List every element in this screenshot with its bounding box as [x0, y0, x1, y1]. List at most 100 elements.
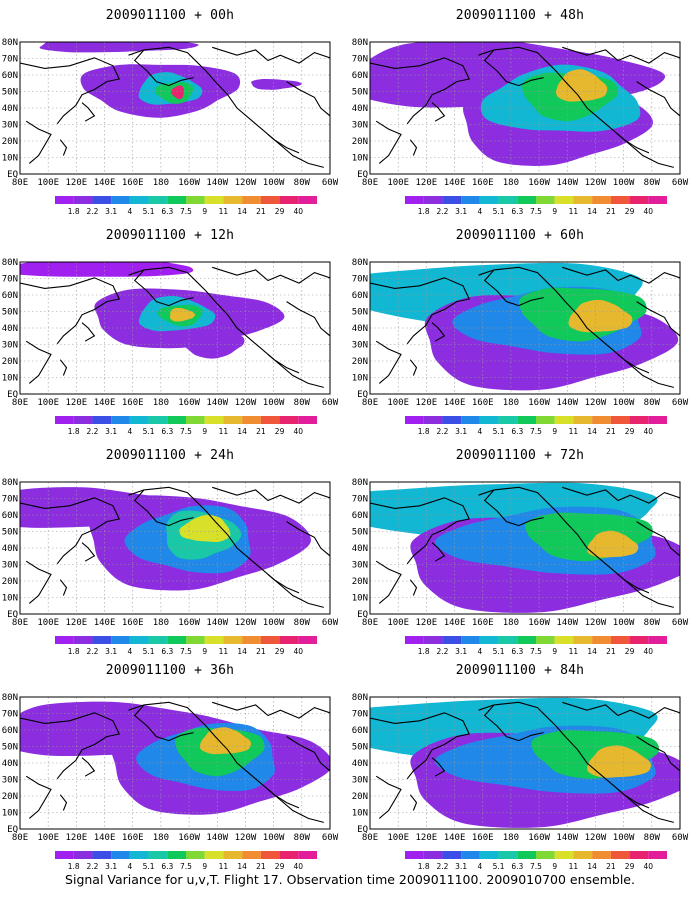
- lon-label: 80E: [362, 618, 378, 628]
- coastline: [286, 736, 330, 772]
- colorbar-label: 11: [219, 207, 229, 216]
- lat-label: EQ: [357, 390, 368, 400]
- coastlines: [20, 266, 330, 388]
- lat-label: EQ: [357, 610, 368, 620]
- colorbar-label: 5.1: [493, 862, 505, 871]
- lon-label: 160W: [528, 178, 550, 188]
- signal-variance-field: [370, 697, 680, 828]
- colorbar-swatch: [610, 636, 630, 644]
- colorbar-label: 4: [127, 427, 132, 436]
- map-frame: [369, 261, 681, 395]
- colorbar-label: 4: [477, 427, 482, 436]
- panel-title: 2009011100 + 48h: [455, 8, 585, 23]
- panel-00h: 2009011100 + 00h 80N 70N 60N 50N 40N 30N 20N 10…: [0, 0, 340, 216]
- lat-label: 10N: [352, 374, 368, 384]
- colorbar: 1.8 2.2 3.1 4 5.1 6.3 7.5 9 11 14 21 29 40: [55, 851, 317, 871]
- colorbar-label: 29: [625, 862, 635, 871]
- coastline: [133, 49, 194, 87]
- colorbar-label: 11: [569, 862, 579, 871]
- coastline: [20, 57, 120, 125]
- colorbar-label: 3.1: [105, 862, 117, 871]
- lon-label: 160E: [122, 618, 144, 628]
- lon-label: 160W: [528, 618, 550, 628]
- lat-label: 50N: [2, 743, 18, 753]
- variance-contour: [171, 85, 184, 100]
- coastline: [20, 712, 120, 780]
- lat-label: 60N: [352, 71, 368, 81]
- colorbar-swatch: [442, 416, 462, 424]
- colorbar-swatch: [148, 636, 168, 644]
- colorbar-swatch: [629, 636, 649, 644]
- colorbar-swatch: [592, 416, 611, 424]
- colorbar-label: 4: [127, 862, 132, 871]
- colorbar: 1.8 2.2 3.1 4 5.1 6.3 7.5 9 11 14 21 29 40: [55, 196, 317, 216]
- lat-label: 60N: [2, 71, 18, 81]
- lat-label: 20N: [352, 792, 368, 802]
- coastline: [483, 704, 544, 742]
- panel-title: 2009011100 + 60h: [455, 228, 585, 243]
- coastlines: [370, 486, 680, 608]
- lat-label: 80N: [2, 38, 18, 48]
- colorbar-label: 21: [606, 862, 616, 871]
- colorbar-swatch: [554, 851, 574, 859]
- lat-label: 60N: [352, 291, 368, 301]
- lon-label: 120W: [235, 178, 257, 188]
- coastline: [483, 49, 544, 87]
- colorbar-label: 4: [127, 207, 132, 216]
- colorbar-label: 7.5: [180, 862, 192, 871]
- lat-label: EQ: [7, 390, 18, 400]
- colorbar-swatch: [498, 196, 518, 204]
- colorbar-label: 7.5: [530, 427, 542, 436]
- colorbar-label: 21: [606, 207, 616, 216]
- coastline: [636, 301, 680, 337]
- coastline: [267, 133, 324, 168]
- colorbar-label: 40: [294, 862, 304, 871]
- colorbar-label: 3.1: [105, 207, 117, 216]
- lat-label: 30N: [352, 121, 368, 131]
- colorbar-swatch: [129, 851, 149, 859]
- lat-label: 80N: [352, 258, 368, 268]
- colorbar-swatch: [167, 196, 186, 204]
- lat-label: 60N: [2, 511, 18, 521]
- colorbar-label: 14: [237, 862, 247, 871]
- coastline: [59, 794, 68, 811]
- colorbar-label: 2.2: [86, 647, 98, 656]
- colorbar-swatch: [204, 416, 224, 424]
- colorbar-swatch: [111, 196, 130, 204]
- colorbar-label: 4: [127, 647, 132, 656]
- lon-label: 60W: [322, 398, 339, 408]
- lat-label: 30N: [2, 341, 18, 351]
- coastline: [431, 102, 446, 122]
- coastline: [562, 486, 680, 504]
- panel-title: 2009011100 + 12h: [105, 228, 235, 243]
- lon-label: 140E: [444, 398, 466, 408]
- lon-label: 80W: [294, 833, 311, 843]
- lon-label: 80E: [362, 398, 378, 408]
- colorbar-swatch: [186, 196, 205, 204]
- lat-label: 40N: [352, 104, 368, 114]
- lon-label: 100W: [263, 618, 285, 628]
- lon-label: 160W: [528, 398, 550, 408]
- colorbar-label: 6.3: [161, 862, 173, 871]
- lat-label: 50N: [2, 88, 18, 98]
- colorbar-label: 21: [606, 427, 616, 436]
- colorbar-swatch: [610, 196, 630, 204]
- colorbar-swatch: [461, 416, 480, 424]
- colorbar-label: 21: [256, 862, 266, 871]
- lat-label: 20N: [352, 137, 368, 147]
- lat-label: 70N: [2, 710, 18, 720]
- coastline: [81, 757, 96, 777]
- colorbar-swatch: [479, 416, 499, 424]
- lon-label: 120E: [416, 178, 438, 188]
- colorbar-label: 29: [625, 647, 635, 656]
- variance-contour: [587, 530, 639, 558]
- coastline: [483, 489, 544, 527]
- lon-label: 100E: [37, 398, 59, 408]
- lon-label: 120E: [66, 618, 88, 628]
- colorbar-label: 14: [587, 862, 597, 871]
- colorbar-label: 14: [237, 207, 247, 216]
- lon-label: 120E: [416, 398, 438, 408]
